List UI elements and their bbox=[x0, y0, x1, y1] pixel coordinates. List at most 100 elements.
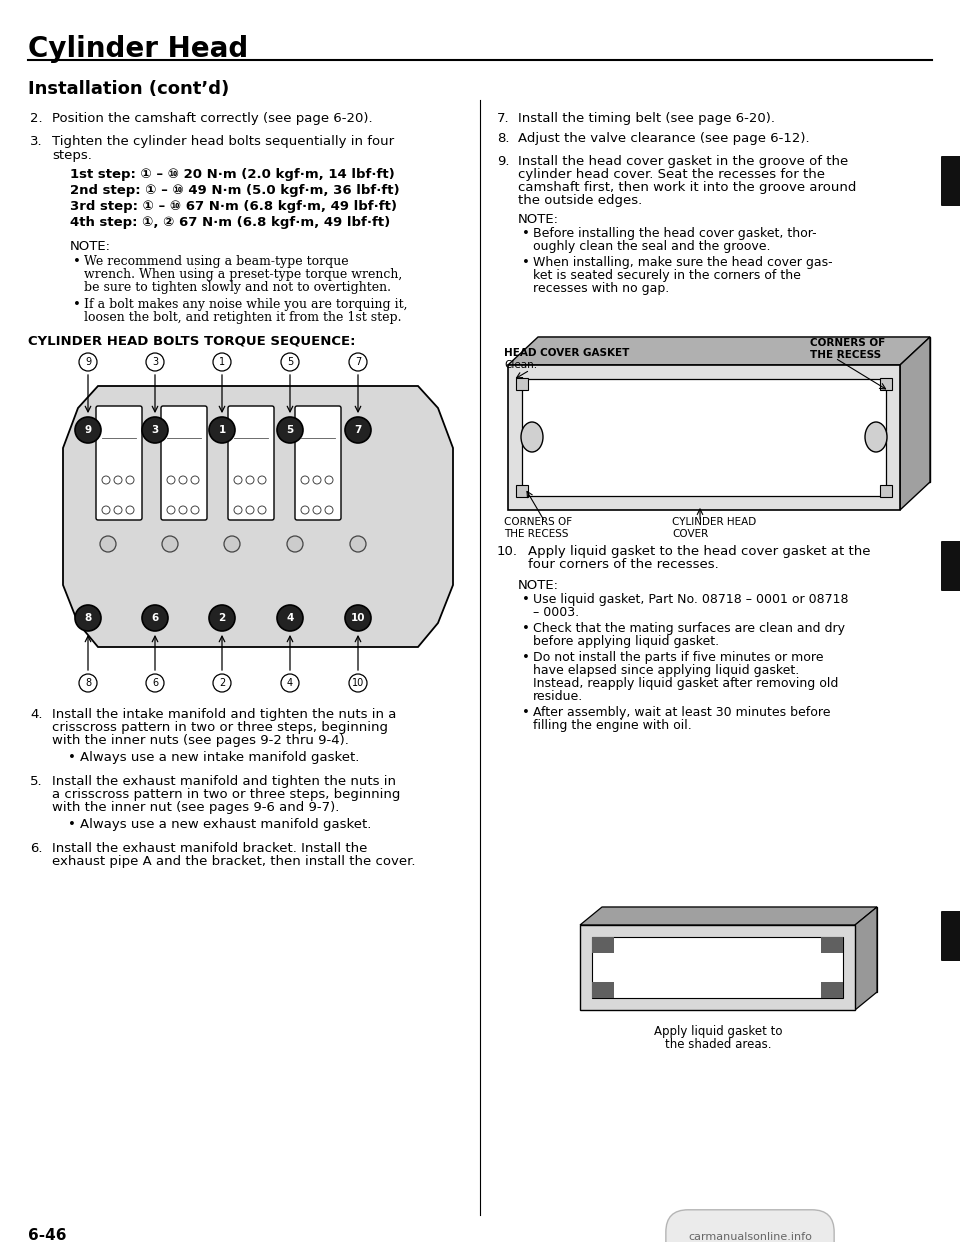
Text: NOTE:: NOTE: bbox=[70, 240, 111, 253]
FancyBboxPatch shape bbox=[516, 484, 528, 497]
Circle shape bbox=[246, 505, 254, 514]
Text: 7: 7 bbox=[354, 425, 362, 435]
Text: be sure to tighten slowly and not to overtighten.: be sure to tighten slowly and not to ove… bbox=[84, 281, 391, 294]
Circle shape bbox=[126, 505, 134, 514]
Circle shape bbox=[350, 537, 366, 551]
Circle shape bbox=[75, 417, 101, 443]
Polygon shape bbox=[508, 365, 900, 510]
Text: filling the engine with oil.: filling the engine with oil. bbox=[533, 719, 692, 732]
Text: When installing, make sure the head cover gas-: When installing, make sure the head cove… bbox=[533, 256, 832, 270]
FancyBboxPatch shape bbox=[522, 379, 886, 496]
Circle shape bbox=[102, 476, 110, 484]
Text: 1: 1 bbox=[218, 425, 226, 435]
Text: 2: 2 bbox=[219, 678, 226, 688]
Circle shape bbox=[167, 476, 175, 484]
Text: 5: 5 bbox=[287, 356, 293, 366]
Text: 3rd step: ① – ⑩ 67 N·m (6.8 kgf·m, 49 lbf·ft): 3rd step: ① – ⑩ 67 N·m (6.8 kgf·m, 49 lb… bbox=[70, 200, 397, 212]
Circle shape bbox=[325, 476, 333, 484]
Text: carmanualsonline.info: carmanualsonline.info bbox=[688, 1232, 812, 1242]
Circle shape bbox=[246, 476, 254, 484]
Text: NOTE:: NOTE: bbox=[518, 212, 559, 226]
Text: CYLINDER HEAD BOLTS TORQUE SEQUENCE:: CYLINDER HEAD BOLTS TORQUE SEQUENCE: bbox=[28, 335, 355, 348]
Text: camshaft first, then work it into the groove around: camshaft first, then work it into the gr… bbox=[518, 181, 856, 194]
FancyBboxPatch shape bbox=[880, 378, 892, 390]
Circle shape bbox=[313, 505, 321, 514]
Circle shape bbox=[258, 476, 266, 484]
Text: crisscross pattern in two or three steps, beginning: crisscross pattern in two or three steps… bbox=[52, 722, 388, 734]
Circle shape bbox=[345, 605, 371, 631]
Text: •: • bbox=[522, 651, 530, 664]
Text: Clean.: Clean. bbox=[504, 360, 538, 370]
Text: exhaust pipe A and the bracket, then install the cover.: exhaust pipe A and the bracket, then ins… bbox=[52, 854, 416, 868]
Text: a crisscross pattern in two or three steps, beginning: a crisscross pattern in two or three ste… bbox=[52, 787, 400, 801]
Circle shape bbox=[301, 476, 309, 484]
FancyBboxPatch shape bbox=[295, 406, 341, 520]
Circle shape bbox=[191, 505, 199, 514]
Circle shape bbox=[191, 476, 199, 484]
Circle shape bbox=[234, 476, 242, 484]
Text: 4: 4 bbox=[287, 678, 293, 688]
FancyBboxPatch shape bbox=[821, 982, 843, 999]
Text: 5: 5 bbox=[286, 425, 294, 435]
Text: Apply liquid gasket to: Apply liquid gasket to bbox=[654, 1025, 782, 1038]
Text: loosen the bolt, and retighten it from the 1st step.: loosen the bolt, and retighten it from t… bbox=[84, 310, 401, 324]
Circle shape bbox=[126, 476, 134, 484]
Text: the shaded areas.: the shaded areas. bbox=[664, 1038, 771, 1051]
Text: Before installing the head cover gasket, thor-: Before installing the head cover gasket,… bbox=[533, 227, 817, 240]
Text: COVER: COVER bbox=[672, 529, 708, 539]
Circle shape bbox=[277, 417, 303, 443]
Text: have elapsed since applying liquid gasket.: have elapsed since applying liquid gaske… bbox=[533, 664, 800, 677]
Text: Use liquid gasket, Part No. 08718 – 0001 or 08718: Use liquid gasket, Part No. 08718 – 0001… bbox=[533, 592, 849, 606]
Text: recesses with no gap.: recesses with no gap. bbox=[533, 282, 669, 296]
Text: 10: 10 bbox=[352, 678, 364, 688]
Circle shape bbox=[301, 505, 309, 514]
Text: THE RECESS: THE RECESS bbox=[504, 529, 568, 539]
Text: 10: 10 bbox=[350, 614, 365, 623]
Text: 9.: 9. bbox=[497, 155, 510, 168]
Text: – 0003.: – 0003. bbox=[533, 606, 579, 619]
Text: 1: 1 bbox=[219, 356, 225, 366]
Text: 8.: 8. bbox=[497, 132, 510, 145]
Text: Install the exhaust manifold bracket. Install the: Install the exhaust manifold bracket. In… bbox=[52, 842, 368, 854]
Text: Always use a new intake manifold gasket.: Always use a new intake manifold gasket. bbox=[80, 751, 359, 764]
Text: ket is seated securely in the corners of the: ket is seated securely in the corners of… bbox=[533, 270, 801, 282]
FancyBboxPatch shape bbox=[228, 406, 274, 520]
Text: 1st step: ① – ⑩ 20 N·m (2.0 kgf·m, 14 lbf·ft): 1st step: ① – ⑩ 20 N·m (2.0 kgf·m, 14 lb… bbox=[70, 168, 395, 181]
Circle shape bbox=[114, 476, 122, 484]
FancyBboxPatch shape bbox=[96, 406, 142, 520]
Text: Adjust the valve clearance (see page 6-12).: Adjust the valve clearance (see page 6-1… bbox=[518, 132, 809, 145]
FancyBboxPatch shape bbox=[161, 406, 207, 520]
Text: residue.: residue. bbox=[533, 691, 584, 703]
Polygon shape bbox=[508, 337, 930, 365]
Polygon shape bbox=[580, 925, 855, 1010]
Text: •: • bbox=[522, 227, 530, 240]
Text: Tighten the cylinder head bolts sequentially in four: Tighten the cylinder head bolts sequenti… bbox=[52, 135, 395, 148]
FancyBboxPatch shape bbox=[821, 936, 843, 953]
FancyBboxPatch shape bbox=[592, 936, 843, 999]
Circle shape bbox=[179, 476, 187, 484]
Text: Install the exhaust manifold and tighten the nuts in: Install the exhaust manifold and tighten… bbox=[52, 775, 396, 787]
Text: We recommend using a beam-type torque: We recommend using a beam-type torque bbox=[84, 255, 348, 268]
Text: •: • bbox=[68, 818, 76, 831]
FancyBboxPatch shape bbox=[941, 910, 960, 961]
Text: 8: 8 bbox=[84, 678, 91, 688]
Text: oughly clean the seal and the groove.: oughly clean the seal and the groove. bbox=[533, 240, 771, 253]
Text: 4th step: ①, ② 67 N·m (6.8 kgf·m, 49 lbf·ft): 4th step: ①, ② 67 N·m (6.8 kgf·m, 49 lbf… bbox=[70, 216, 391, 229]
Circle shape bbox=[345, 417, 371, 443]
Circle shape bbox=[213, 353, 231, 371]
Text: Install the intake manifold and tighten the nuts in a: Install the intake manifold and tighten … bbox=[52, 708, 396, 722]
Text: 5.: 5. bbox=[30, 775, 42, 787]
Text: 2nd step: ① – ⑩ 49 N·m (5.0 kgf·m, 36 lbf·ft): 2nd step: ① – ⑩ 49 N·m (5.0 kgf·m, 36 lb… bbox=[70, 184, 399, 197]
Text: 9: 9 bbox=[84, 425, 91, 435]
Circle shape bbox=[313, 476, 321, 484]
Text: •: • bbox=[522, 592, 530, 606]
Text: 3.: 3. bbox=[30, 135, 42, 148]
Circle shape bbox=[287, 537, 303, 551]
Text: 6: 6 bbox=[152, 678, 158, 688]
Text: CORNERS OF: CORNERS OF bbox=[810, 338, 885, 348]
Text: with the inner nuts (see pages 9-2 thru 9-4).: with the inner nuts (see pages 9-2 thru … bbox=[52, 734, 348, 746]
Text: the outside edges.: the outside edges. bbox=[518, 194, 642, 207]
Text: with the inner nut (see pages 9-6 and 9-7).: with the inner nut (see pages 9-6 and 9-… bbox=[52, 801, 340, 814]
Text: 10.: 10. bbox=[497, 545, 518, 558]
Text: Do not install the parts if five minutes or more: Do not install the parts if five minutes… bbox=[533, 651, 824, 664]
